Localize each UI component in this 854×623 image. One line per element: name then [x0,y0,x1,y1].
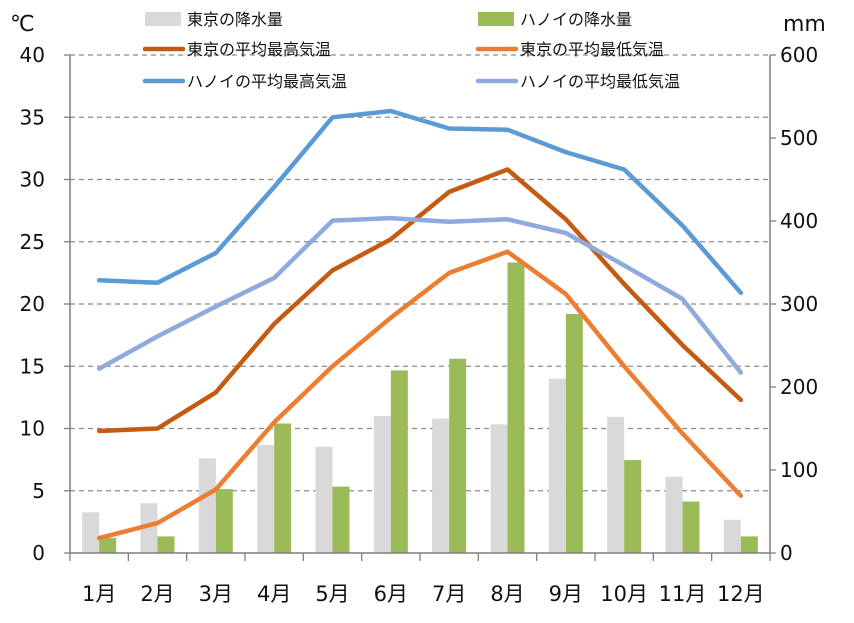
x-tick-label: 8月 [490,582,524,606]
bar-東京の降水量-1月 [82,512,100,553]
bar-ハノイの降水量-6月 [390,370,408,553]
legend-label-東京の降水量: 東京の降水量 [187,10,283,29]
right-tick-label: 100 [780,458,818,482]
line-東京の平均最高気温 [96,167,744,434]
bar-ハノイの降水量-1月 [99,538,117,553]
line-ハノイの平均最高気温 [96,108,744,296]
right-tick-label: 500 [780,126,818,150]
x-tick-label: 9月 [549,582,583,606]
x-tick-label: 6月 [374,582,408,606]
bar-東京の降水量-10月 [607,416,625,553]
left-tick-label: 0 [32,541,45,565]
bar-東京の降水量-6月 [373,416,391,553]
right-tick-label: 0 [780,541,793,565]
bar-ハノイの降水量-3月 [215,489,233,553]
left-tick-label: 5 [32,479,45,503]
bar-東京の降水量-2月 [140,503,158,553]
left-tick-label: 25 [20,230,45,254]
bar-series-layer [82,262,758,553]
left-tick-label: 35 [20,105,45,129]
left-axis-unit: ℃ [10,12,35,37]
legend-label-ハノイの平均最高気温: ハノイの平均最高気温 [187,72,347,91]
x-tick-label: 4月 [257,582,291,606]
left-tick-label: 20 [20,292,45,316]
bar-ハノイの降水量-8月 [507,262,525,553]
x-tick-label: 5月 [315,582,349,606]
bar-東京の降水量-11月 [665,476,683,553]
x-tick-label: 12月 [717,582,765,606]
right-tick-label: 400 [780,209,818,233]
bar-ハノイの降水量-12月 [740,536,758,553]
bar-東京の降水量-5月 [315,446,333,553]
bar-ハノイの降水量-10月 [624,460,642,553]
legend-label-ハノイの平均最低気温: ハノイの平均最低気温 [520,72,680,91]
bar-ハノイの降水量-2月 [157,536,175,553]
legend-swatch-ハノイの降水量 [478,12,514,26]
left-tick-label: 40 [20,43,45,67]
line-ハノイの平均最低気温 [96,215,744,375]
bar-ハノイの降水量-4月 [274,423,292,553]
line-series-layer [96,108,744,541]
legend-label-ハノイの降水量: ハノイの降水量 [520,10,632,29]
bar-東京の降水量-3月 [198,458,216,553]
bar-東京の降水量-4月 [257,445,275,553]
left-tick-label: 10 [20,417,45,441]
x-tick-label: 1月 [82,582,116,606]
left-tick-label: 30 [20,168,45,192]
legend-label-東京の平均最低気温: 東京の平均最低気温 [520,40,664,59]
x-tick-label: 2月 [140,582,174,606]
line-東京の平均最低気温 [96,249,744,541]
bar-東京の降水量-12月 [723,519,741,553]
bar-ハノイの降水量-11月 [682,501,700,553]
right-tick-label: 600 [780,43,818,67]
x-tick-label: 3月 [199,582,233,606]
x-tick-label: 7月 [432,582,466,606]
legend-swatch-東京の降水量 [145,12,181,26]
bar-東京の降水量-9月 [548,378,566,553]
bar-ハノイの降水量-5月 [332,486,350,553]
left-tick-label: 15 [20,354,45,378]
x-tick-label: 11月 [659,582,707,606]
right-axis-unit: mm [783,12,826,37]
bar-ハノイの降水量-9月 [565,313,583,553]
right-tick-label: 200 [780,375,818,399]
x-tick-label: 10月 [600,582,648,606]
bar-ハノイの降水量-7月 [449,358,467,553]
legend-label-東京の平均最高気温: 東京の平均最高気温 [187,40,331,59]
bar-東京の降水量-8月 [490,424,508,553]
right-tick-label: 300 [780,292,818,316]
bar-東京の降水量-7月 [432,418,450,553]
